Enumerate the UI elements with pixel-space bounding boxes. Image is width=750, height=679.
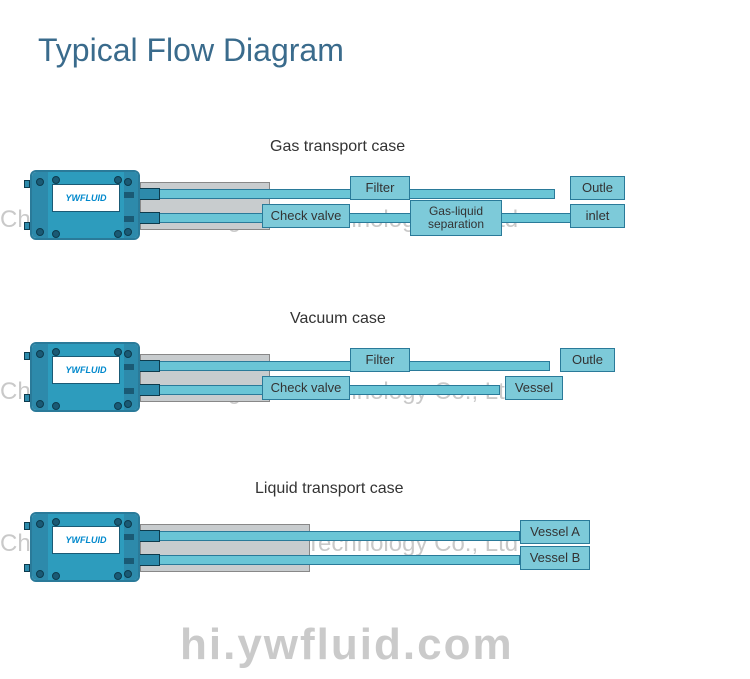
pump-body: YWFLUID [30,342,140,412]
tube [138,555,520,565]
flow-node: Vessel A [520,520,590,544]
pump-body: YWFLUID [30,512,140,582]
flow-node: Vessel [505,376,563,400]
tube [138,531,520,541]
flow-node: Gas-liquid separation [410,200,502,236]
pump-logo-text: YWFLUID [66,365,107,375]
pump-logo-plate: YWFLUID [52,356,120,384]
diagram-section: YWFLUID Filter Outle Check valve Gas-liquid … [30,170,710,250]
tube [138,189,555,199]
pump-logo-text: YWFLUID [66,535,107,545]
flow-node: Filter [350,176,410,200]
diagram-section: YWFLUID Vessel AVessel B [30,512,710,592]
flow-node: Outle [560,348,615,372]
flow-node: Outle [570,176,625,200]
pump-body: YWFLUID [30,170,140,240]
flow-node: Check valve [262,376,350,400]
flow-node: inlet [570,204,625,228]
tube [138,361,550,371]
flow-node: Filter [350,348,410,372]
diagram-section: YWFLUID Filter Outle Check valve Vessel [30,342,710,422]
pump-logo-plate: YWFLUID [52,184,120,212]
flow-node: Vessel B [520,546,590,570]
pump-logo-plate: YWFLUID [52,526,120,554]
pump-logo-text: YWFLUID [66,193,107,203]
flow-node: Check valve [262,204,350,228]
tube [138,213,600,223]
